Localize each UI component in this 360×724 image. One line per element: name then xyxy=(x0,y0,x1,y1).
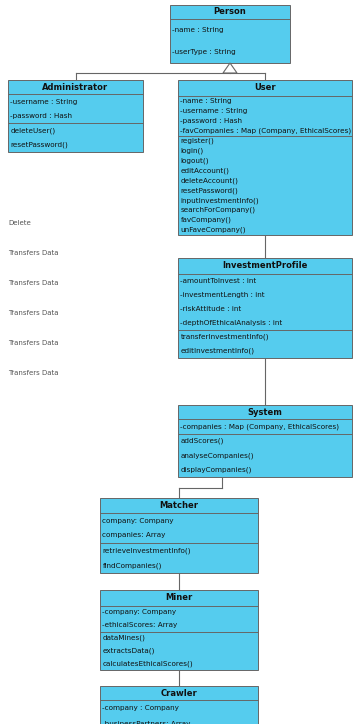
Text: analyseCompanies(): analyseCompanies() xyxy=(180,452,254,458)
Text: -favCompanies : Map (Company, EthicalScores): -favCompanies : Map (Company, EthicalSco… xyxy=(180,127,352,134)
Text: -depthOfEthicalAnalysis : int: -depthOfEthicalAnalysis : int xyxy=(180,320,283,326)
Text: Transfers Data: Transfers Data xyxy=(8,280,58,286)
Text: -amountToInvest : int: -amountToInvest : int xyxy=(180,278,257,284)
Bar xyxy=(178,405,352,477)
Text: -userType : String: -userType : String xyxy=(172,49,236,55)
Text: register(): register() xyxy=(180,138,214,144)
Text: Matcher: Matcher xyxy=(159,501,198,510)
Text: searchForCompany(): searchForCompany() xyxy=(180,207,256,214)
Text: Crawler: Crawler xyxy=(161,689,197,697)
Text: dataMines(): dataMines() xyxy=(103,635,145,641)
Text: inputInvestmentInfo(): inputInvestmentInfo() xyxy=(180,197,259,203)
Text: -username : String: -username : String xyxy=(180,108,248,114)
Text: -company: Company: -company: Company xyxy=(103,610,177,615)
Text: Miner: Miner xyxy=(165,594,193,602)
Bar xyxy=(178,80,352,235)
Text: deleteAccount(): deleteAccount() xyxy=(180,177,238,184)
Text: extractsData(): extractsData() xyxy=(103,647,155,654)
Text: -password : Hash: -password : Hash xyxy=(180,118,243,124)
Text: Person: Person xyxy=(213,7,246,17)
Bar xyxy=(8,80,143,152)
Text: -username : String: -username : String xyxy=(10,98,78,104)
Text: deleteUser(): deleteUser() xyxy=(10,127,56,134)
Text: addScores(): addScores() xyxy=(180,438,224,445)
Text: company: Company: company: Company xyxy=(103,518,174,523)
Text: Transfers Data: Transfers Data xyxy=(8,340,58,346)
Text: System: System xyxy=(248,408,283,417)
Text: Transfers Data: Transfers Data xyxy=(8,370,58,376)
Text: -password : Hash: -password : Hash xyxy=(10,113,72,119)
Text: InvestmentProfile: InvestmentProfile xyxy=(222,261,308,271)
Text: -name : String: -name : String xyxy=(172,27,224,33)
Bar xyxy=(100,498,258,573)
Text: Delete: Delete xyxy=(8,220,31,226)
Text: -ethicalScores: Array: -ethicalScores: Array xyxy=(103,622,178,628)
Bar xyxy=(170,5,290,63)
Polygon shape xyxy=(223,63,237,73)
Text: retrieveInvestmentInfo(): retrieveInvestmentInfo() xyxy=(103,547,191,554)
Text: Transfers Data: Transfers Data xyxy=(8,310,58,316)
Text: User: User xyxy=(254,83,276,93)
Text: resetPassword(): resetPassword() xyxy=(180,187,238,193)
Text: -riskAttitude : int: -riskAttitude : int xyxy=(180,306,242,312)
Bar xyxy=(178,258,352,358)
Text: resetPassword(): resetPassword() xyxy=(10,142,68,148)
Text: unFaveCompany(): unFaveCompany() xyxy=(180,227,246,233)
Text: calculatesEthicalScores(): calculatesEthicalScores() xyxy=(103,660,193,667)
Bar xyxy=(100,686,258,724)
Text: -businessPartners: Array: -businessPartners: Array xyxy=(103,721,191,724)
Text: -investmentLength : int: -investmentLength : int xyxy=(180,292,265,298)
Text: displayCompanies(): displayCompanies() xyxy=(180,466,252,473)
Text: -companies : Map (Company, EthicalScores): -companies : Map (Company, EthicalScores… xyxy=(180,424,339,430)
Bar xyxy=(100,590,258,670)
Text: companies: Array: companies: Array xyxy=(103,532,166,539)
Text: editAccount(): editAccount() xyxy=(180,167,229,174)
Text: Transfers Data: Transfers Data xyxy=(8,250,58,256)
Text: -company : Company: -company : Company xyxy=(103,705,179,711)
Text: Administrator: Administrator xyxy=(42,83,109,92)
Text: favCompany(): favCompany() xyxy=(180,217,231,224)
Text: transferInvestmentInfo(): transferInvestmentInfo() xyxy=(180,334,269,340)
Text: logout(): logout() xyxy=(180,157,209,164)
Text: findCompanies(): findCompanies() xyxy=(103,563,162,569)
Text: editInvestmentInfo(): editInvestmentInfo() xyxy=(180,348,255,354)
Text: -name : String: -name : String xyxy=(180,98,232,104)
Text: login(): login() xyxy=(180,148,204,154)
